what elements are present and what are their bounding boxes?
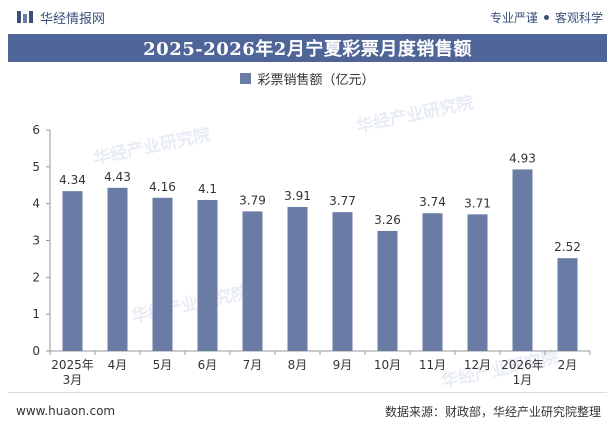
bar bbox=[332, 212, 353, 351]
data-label: 3.74 bbox=[419, 195, 446, 209]
y-tick-label: 0 bbox=[32, 344, 40, 358]
bar bbox=[377, 230, 398, 351]
y-tick-label: 2 bbox=[32, 270, 40, 284]
top-bar: 华经情报网 专业严谨 客观科学 bbox=[0, 0, 615, 34]
data-label: 2.52 bbox=[554, 240, 581, 254]
separator-dot-icon bbox=[543, 14, 549, 20]
data-label: 4.93 bbox=[509, 151, 536, 165]
y-tick-label: 4 bbox=[32, 197, 40, 211]
slogan-left: 专业严谨 bbox=[489, 10, 538, 25]
x-tick-label: 6月 bbox=[198, 358, 218, 372]
bar bbox=[557, 258, 578, 351]
y-tick-label: 6 bbox=[32, 123, 40, 137]
x-tick-label: 9月 bbox=[333, 358, 353, 372]
footer-divider bbox=[8, 392, 607, 393]
slogan: 专业严谨 客观科学 bbox=[490, 9, 603, 26]
bar bbox=[512, 169, 533, 351]
x-tick-label: 2026年 1月 bbox=[501, 358, 544, 387]
data-label: 4.43 bbox=[104, 170, 131, 184]
x-tick-label: 12月 bbox=[464, 358, 491, 372]
footer-source: 数据来源：财政部，华经产业研究院整理 bbox=[384, 404, 601, 419]
x-tick-label: 8月 bbox=[288, 358, 308, 372]
y-tick-label: 1 bbox=[32, 307, 40, 321]
data-label: 3.91 bbox=[284, 189, 311, 203]
bar bbox=[197, 199, 218, 351]
bar-chart: 0 1 2 3 4 5 6 4.34 2025年 3月 4.43 4月 4.16 5月 4.1 6月 3.79 7… bbox=[32, 123, 591, 387]
x-tick-label: 10月 bbox=[374, 358, 401, 372]
x-tick-label: 2025年 3月 bbox=[51, 358, 94, 387]
data-label: 4.1 bbox=[198, 182, 217, 196]
slogan-right: 客观科学 bbox=[554, 10, 603, 25]
chart-legend: 彩票销售额（亿元） bbox=[0, 68, 615, 88]
x-tick-label: 5月 bbox=[153, 358, 173, 372]
bar bbox=[242, 211, 263, 351]
x-tick-label: 4月 bbox=[108, 358, 128, 372]
y-tick-label: 5 bbox=[32, 160, 40, 174]
chart-title-band: 2025-2026年2月宁夏彩票月度销售额 bbox=[8, 34, 607, 62]
x-tick-label: 7月 bbox=[243, 358, 263, 372]
bar bbox=[62, 191, 83, 351]
bar bbox=[107, 187, 128, 351]
bar bbox=[467, 214, 488, 351]
chart-title: 2025-2026年2月宁夏彩票月度销售额 bbox=[143, 39, 472, 60]
bar bbox=[422, 213, 443, 351]
brand: 华经情报网 bbox=[16, 8, 105, 27]
brand-name: 华经情报网 bbox=[40, 11, 106, 27]
legend-label: 彩票销售额（亿元） bbox=[257, 72, 375, 88]
y-tick-label: 3 bbox=[32, 234, 40, 248]
x-tick-label: 11月 bbox=[419, 358, 446, 372]
x-tick-label: 2月 bbox=[558, 358, 578, 372]
legend-swatch bbox=[240, 72, 252, 84]
bar bbox=[152, 197, 173, 351]
data-label: 3.26 bbox=[374, 213, 401, 227]
data-label: 3.71 bbox=[464, 196, 491, 210]
data-label: 4.34 bbox=[59, 173, 86, 187]
footer-website: www.huaon.com bbox=[16, 404, 116, 418]
data-label: 4.16 bbox=[149, 180, 176, 194]
bar bbox=[287, 206, 308, 351]
data-label: 3.77 bbox=[329, 194, 356, 208]
brand-logo-icon bbox=[17, 11, 33, 23]
data-label: 3.79 bbox=[239, 193, 266, 207]
footer: www.huaon.com 数据来源：财政部，华经产业研究院整理 bbox=[0, 395, 615, 427]
